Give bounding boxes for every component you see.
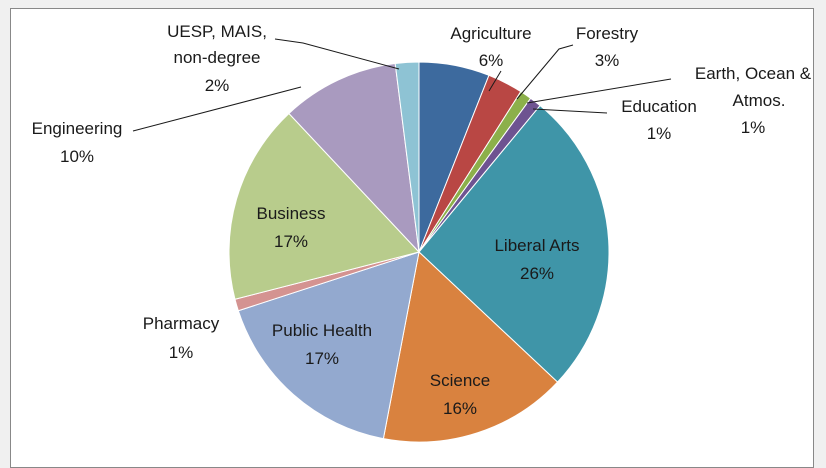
pie-slice-public-health	[237, 251, 420, 440]
slice-percent-science: 16%	[443, 399, 477, 418]
slice-label-uesp-mais-non-degree-line-2: non-degree	[174, 48, 261, 67]
leader-line-agriculture	[488, 70, 502, 92]
slice-label-public-health: Public Health	[272, 321, 372, 340]
slice-label-liberal-arts: Liberal Arts	[494, 236, 579, 255]
pie-slice-science	[382, 251, 559, 443]
slice-label-earth-ocean-atmos-line-1: Earth, Ocean &	[695, 64, 812, 83]
pie-chart: Agriculture 6% Forestry 3% Earth, Ocean & Atm…	[32, 22, 812, 443]
pie-slice-liberal-arts	[418, 104, 610, 383]
leader-line-education	[532, 108, 608, 114]
slice-percent-pharmacy: 1%	[169, 343, 194, 362]
leader-line-earth-ocean-atmos	[526, 78, 672, 104]
pie-slice-uesp-mais-non-degree	[394, 61, 420, 253]
slice-percent-liberal-arts: 26%	[520, 264, 554, 283]
slice-label-earth-ocean-atmos-line-2: Atmos.	[733, 91, 786, 110]
slice-percent-business: 17%	[274, 232, 308, 251]
slice-label-business: Business	[257, 204, 326, 223]
slice-percent-uesp-mais-non-degree: 2%	[205, 76, 230, 95]
leader-line-forestry	[516, 44, 574, 100]
slice-percent-public-health: 17%	[305, 349, 339, 368]
slice-label-uesp-mais-non-degree-line-1: UESP, MAIS,	[167, 22, 267, 41]
pie-slice-business	[228, 112, 420, 300]
labels-layer: Agriculture 6% Forestry 3% Earth, Ocean & Atm…	[32, 22, 812, 418]
slice-label-forestry: Forestry	[576, 24, 639, 43]
slice-label-education: Education	[621, 97, 697, 116]
slices-layer	[228, 61, 610, 443]
chart-frame: Agriculture 6% Forestry 3% Earth, Ocean & Atm…	[10, 8, 814, 468]
slice-label-pharmacy: Pharmacy	[143, 314, 220, 333]
slice-label-science: Science	[430, 371, 490, 390]
slice-percent-agriculture: 6%	[479, 51, 504, 70]
slice-percent-education: 1%	[647, 124, 672, 143]
slice-label-agriculture: Agriculture	[450, 24, 531, 43]
leader-line-uesp-mais-non-degree	[274, 38, 400, 70]
slice-percent-earth-ocean-atmos: 1%	[741, 118, 766, 137]
leader-line-engineering	[132, 86, 302, 132]
slice-percent-forestry: 3%	[595, 51, 620, 70]
slice-label-engineering: Engineering	[32, 119, 123, 138]
slice-percent-engineering: 10%	[60, 147, 94, 166]
leaders-layer	[132, 38, 672, 132]
pie-slice-engineering	[288, 62, 420, 254]
